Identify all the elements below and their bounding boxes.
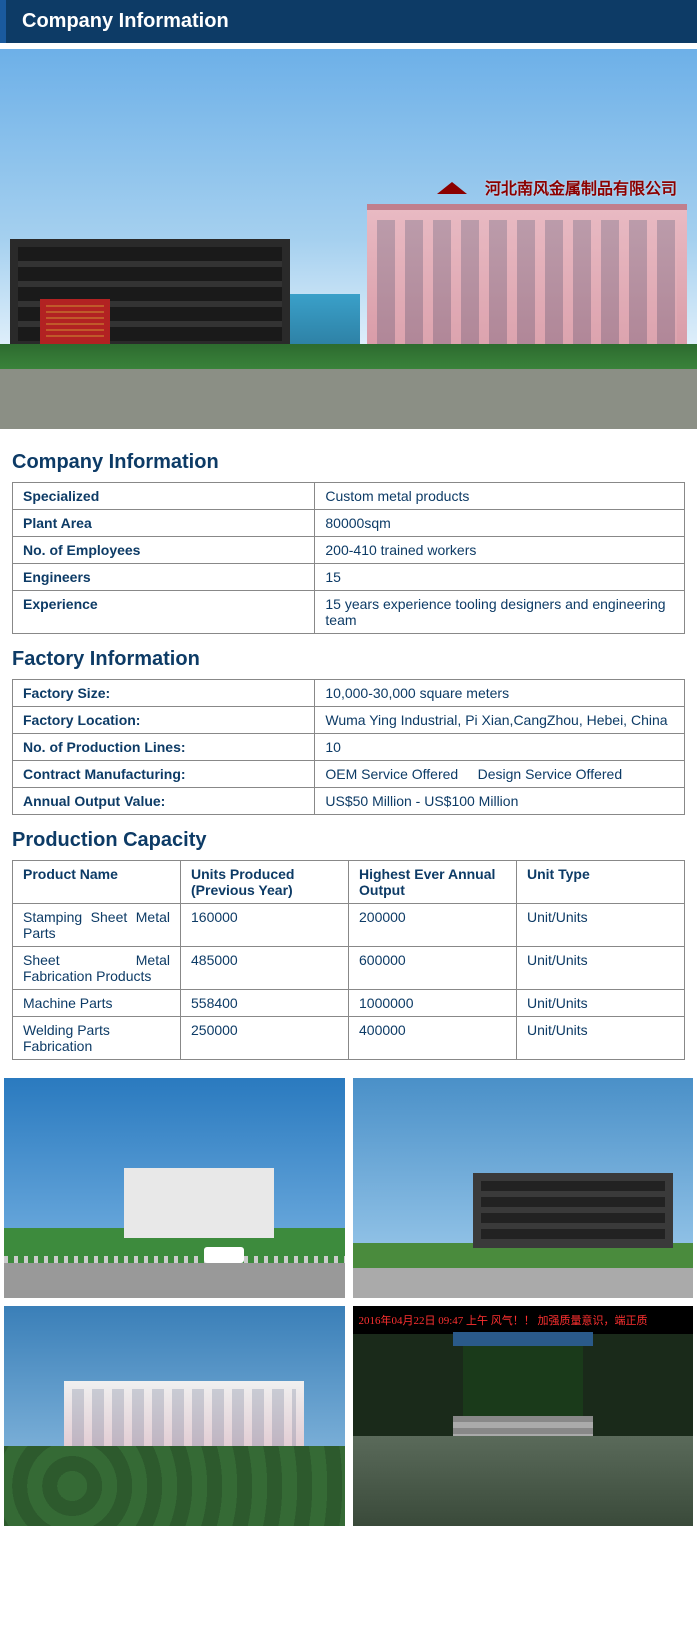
table-row: Machine Parts 558400 1000000 Unit/Units	[13, 990, 685, 1017]
factory-photo-3	[4, 1306, 345, 1526]
led-display-text: 2016年04月22日 09:47 上午 风气！！ 加强质量意识，端正质	[353, 1306, 694, 1334]
page-header: Company Information	[0, 0, 697, 43]
table-row: Factory Location:Wuma Ying Industrial, P…	[13, 707, 685, 734]
building-right	[367, 204, 687, 354]
hero-factory-photo: 河北南风金属制品有限公司	[0, 49, 697, 429]
photo-grid: 2016年04月22日 09:47 上午 风气！！ 加强质量意识，端正质	[0, 1078, 697, 1526]
table-row: Contract Manufacturing:OEM Service Offer…	[13, 761, 685, 788]
table-row: Welding Parts Fabrication 250000 400000 …	[13, 1017, 685, 1060]
table-row: Annual Output Value:US$50 Million - US$1…	[13, 788, 685, 815]
chinese-company-sign: 河北南风金属制品有限公司	[485, 175, 677, 199]
company-info-table: SpecializedCustom metal products Plant A…	[12, 482, 685, 634]
factory-info-title: Factory Information	[12, 648, 685, 671]
table-row: Experience15 years experience tooling de…	[13, 591, 685, 634]
road-foreground	[0, 369, 697, 429]
gate-house	[290, 294, 360, 349]
table-row: Stamping Sheet Metal Parts 160000 200000…	[13, 904, 685, 947]
roof-logo-icon	[437, 172, 467, 194]
factory-info-table: Factory Size:10,000-30,000 square meters…	[12, 679, 685, 815]
red-entrance-sign	[40, 299, 110, 344]
table-row: Factory Size:10,000-30,000 square meters	[13, 680, 685, 707]
table-row: SpecializedCustom metal products	[13, 483, 685, 510]
table-row: Sheet Metal Fabrication Products 485000 …	[13, 947, 685, 990]
table-row: Engineers15	[13, 564, 685, 591]
company-info-title: Company Information	[12, 451, 685, 474]
table-header-row: Product Name Units Produced (Previous Ye…	[13, 861, 685, 904]
table-row: Plant Area80000sqm	[13, 510, 685, 537]
production-capacity-table: Product Name Units Produced (Previous Ye…	[12, 860, 685, 1060]
table-row: No. of Employees200-410 trained workers	[13, 537, 685, 564]
production-capacity-title: Production Capacity	[12, 829, 685, 852]
factory-photo-2	[353, 1078, 694, 1298]
page-header-title: Company Information	[22, 10, 229, 32]
lobby-photo-4: 2016年04月22日 09:47 上午 风气！！ 加强质量意识，端正质	[353, 1306, 694, 1526]
table-row: No. of Production Lines:10	[13, 734, 685, 761]
factory-photo-1	[4, 1078, 345, 1298]
